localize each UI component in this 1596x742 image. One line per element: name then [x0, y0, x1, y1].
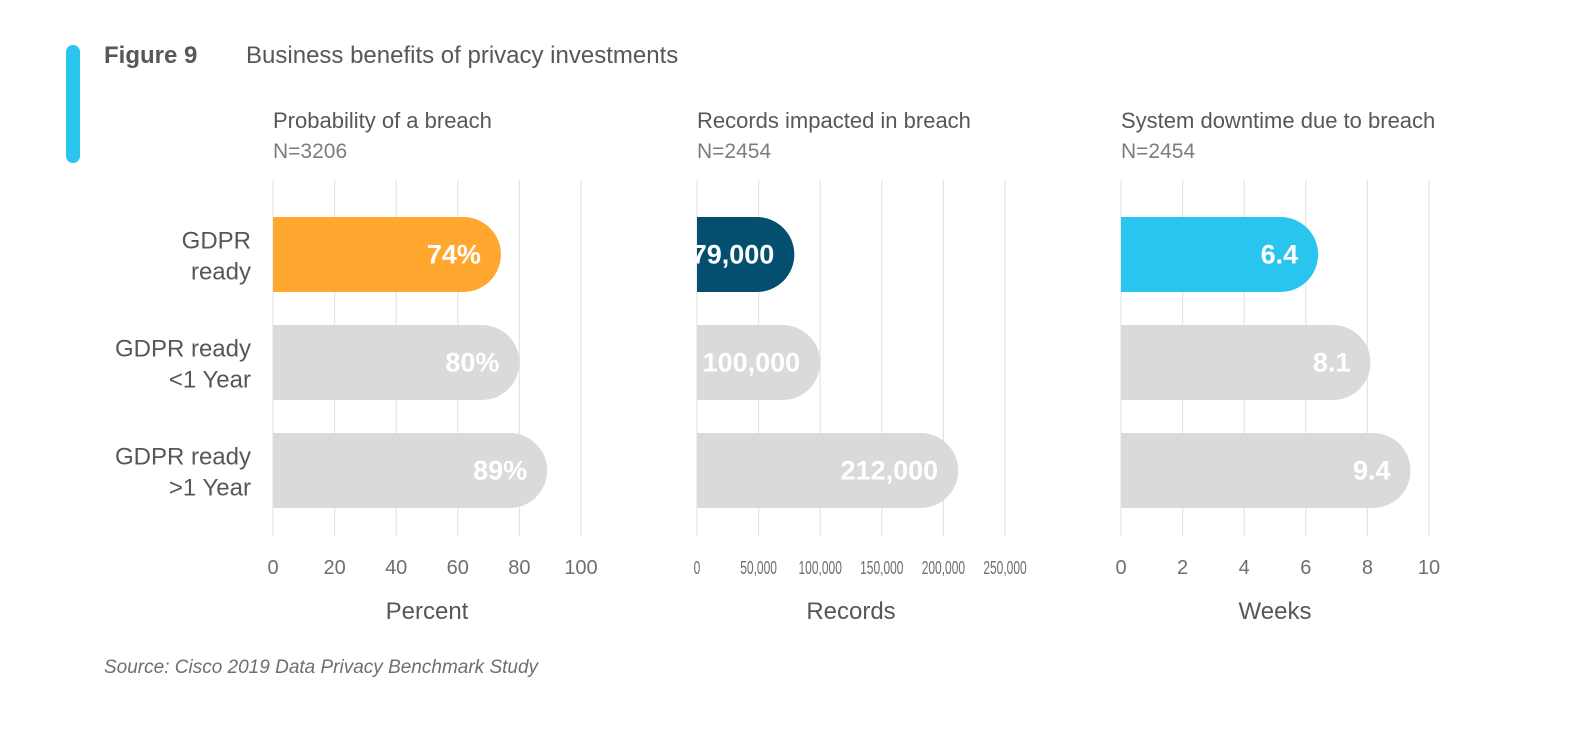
- figure-title: Business benefits of privacy investments: [246, 42, 679, 69]
- bar: [697, 325, 821, 400]
- bar: [1121, 325, 1371, 400]
- tick-label: 100: [564, 557, 597, 579]
- bar-value-label: 80%: [445, 348, 499, 378]
- bar-value-label: 8.1: [1313, 348, 1351, 378]
- tick-label: 20: [323, 557, 345, 579]
- figure-label: Figure 9: [104, 42, 198, 69]
- tick-label: 0: [267, 557, 278, 579]
- bar: [1121, 217, 1319, 292]
- tick-label: 4: [1239, 557, 1250, 579]
- bar: [697, 433, 959, 508]
- category-label: GDPR ready: [115, 336, 251, 363]
- axis-label: Records: [806, 598, 895, 625]
- tick-label: 10: [1418, 557, 1440, 579]
- tick-label: 2: [1177, 557, 1188, 579]
- chart-title: Probability of a breach: [273, 108, 492, 133]
- bar: [273, 325, 520, 400]
- chart-subtitle: N=2454: [1121, 140, 1195, 163]
- axis-label: Weeks: [1239, 598, 1312, 625]
- chart-subtitle: N=3206: [273, 140, 347, 163]
- chart-subtitle: N=2454: [697, 140, 771, 163]
- chart-title: System downtime due to breach: [1121, 108, 1435, 133]
- category-label: GDPR ready: [115, 444, 251, 471]
- tick-label: 80: [508, 557, 530, 579]
- tick-label: 50,000: [740, 559, 777, 579]
- axis-label: Percent: [386, 598, 469, 625]
- tick-label: 150,000: [860, 559, 904, 579]
- figure-accent-bar: [66, 45, 80, 163]
- bar-value-label: 89%: [473, 456, 527, 486]
- chart-title: Records impacted in breach: [697, 108, 971, 133]
- tick-label: 250,000: [983, 559, 1027, 579]
- bar: [1121, 433, 1411, 508]
- bar-value-label: 74%: [427, 240, 481, 270]
- tick-label: 8: [1362, 557, 1373, 579]
- tick-label: 60: [447, 557, 469, 579]
- tick-label: 200,000: [922, 559, 966, 579]
- category-label: >1 Year: [169, 475, 251, 502]
- bar-value-label: 79,000: [692, 240, 775, 270]
- category-label: ready: [191, 259, 251, 286]
- tick-label: 0: [1115, 557, 1126, 579]
- bar: [273, 433, 548, 508]
- bar: [273, 217, 501, 292]
- bar-value-label: 6.4: [1261, 240, 1299, 270]
- tick-label: 6: [1300, 557, 1311, 579]
- tick-label: 100,000: [799, 559, 843, 579]
- figure-header: Figure 9 Business benefits of privacy in…: [104, 42, 678, 70]
- tick-label: 0: [694, 559, 701, 579]
- tick-label: 40: [385, 557, 407, 579]
- category-label: <1 Year: [169, 367, 251, 394]
- bar-value-label: 9.4: [1353, 456, 1391, 486]
- bar-value-label: 212,000: [841, 456, 939, 486]
- bar-value-label: 100,000: [703, 348, 801, 378]
- category-label: GDPR: [182, 228, 251, 255]
- source-note: Source: Cisco 2019 Data Privacy Benchmar…: [104, 657, 539, 678]
- bar: [697, 217, 795, 292]
